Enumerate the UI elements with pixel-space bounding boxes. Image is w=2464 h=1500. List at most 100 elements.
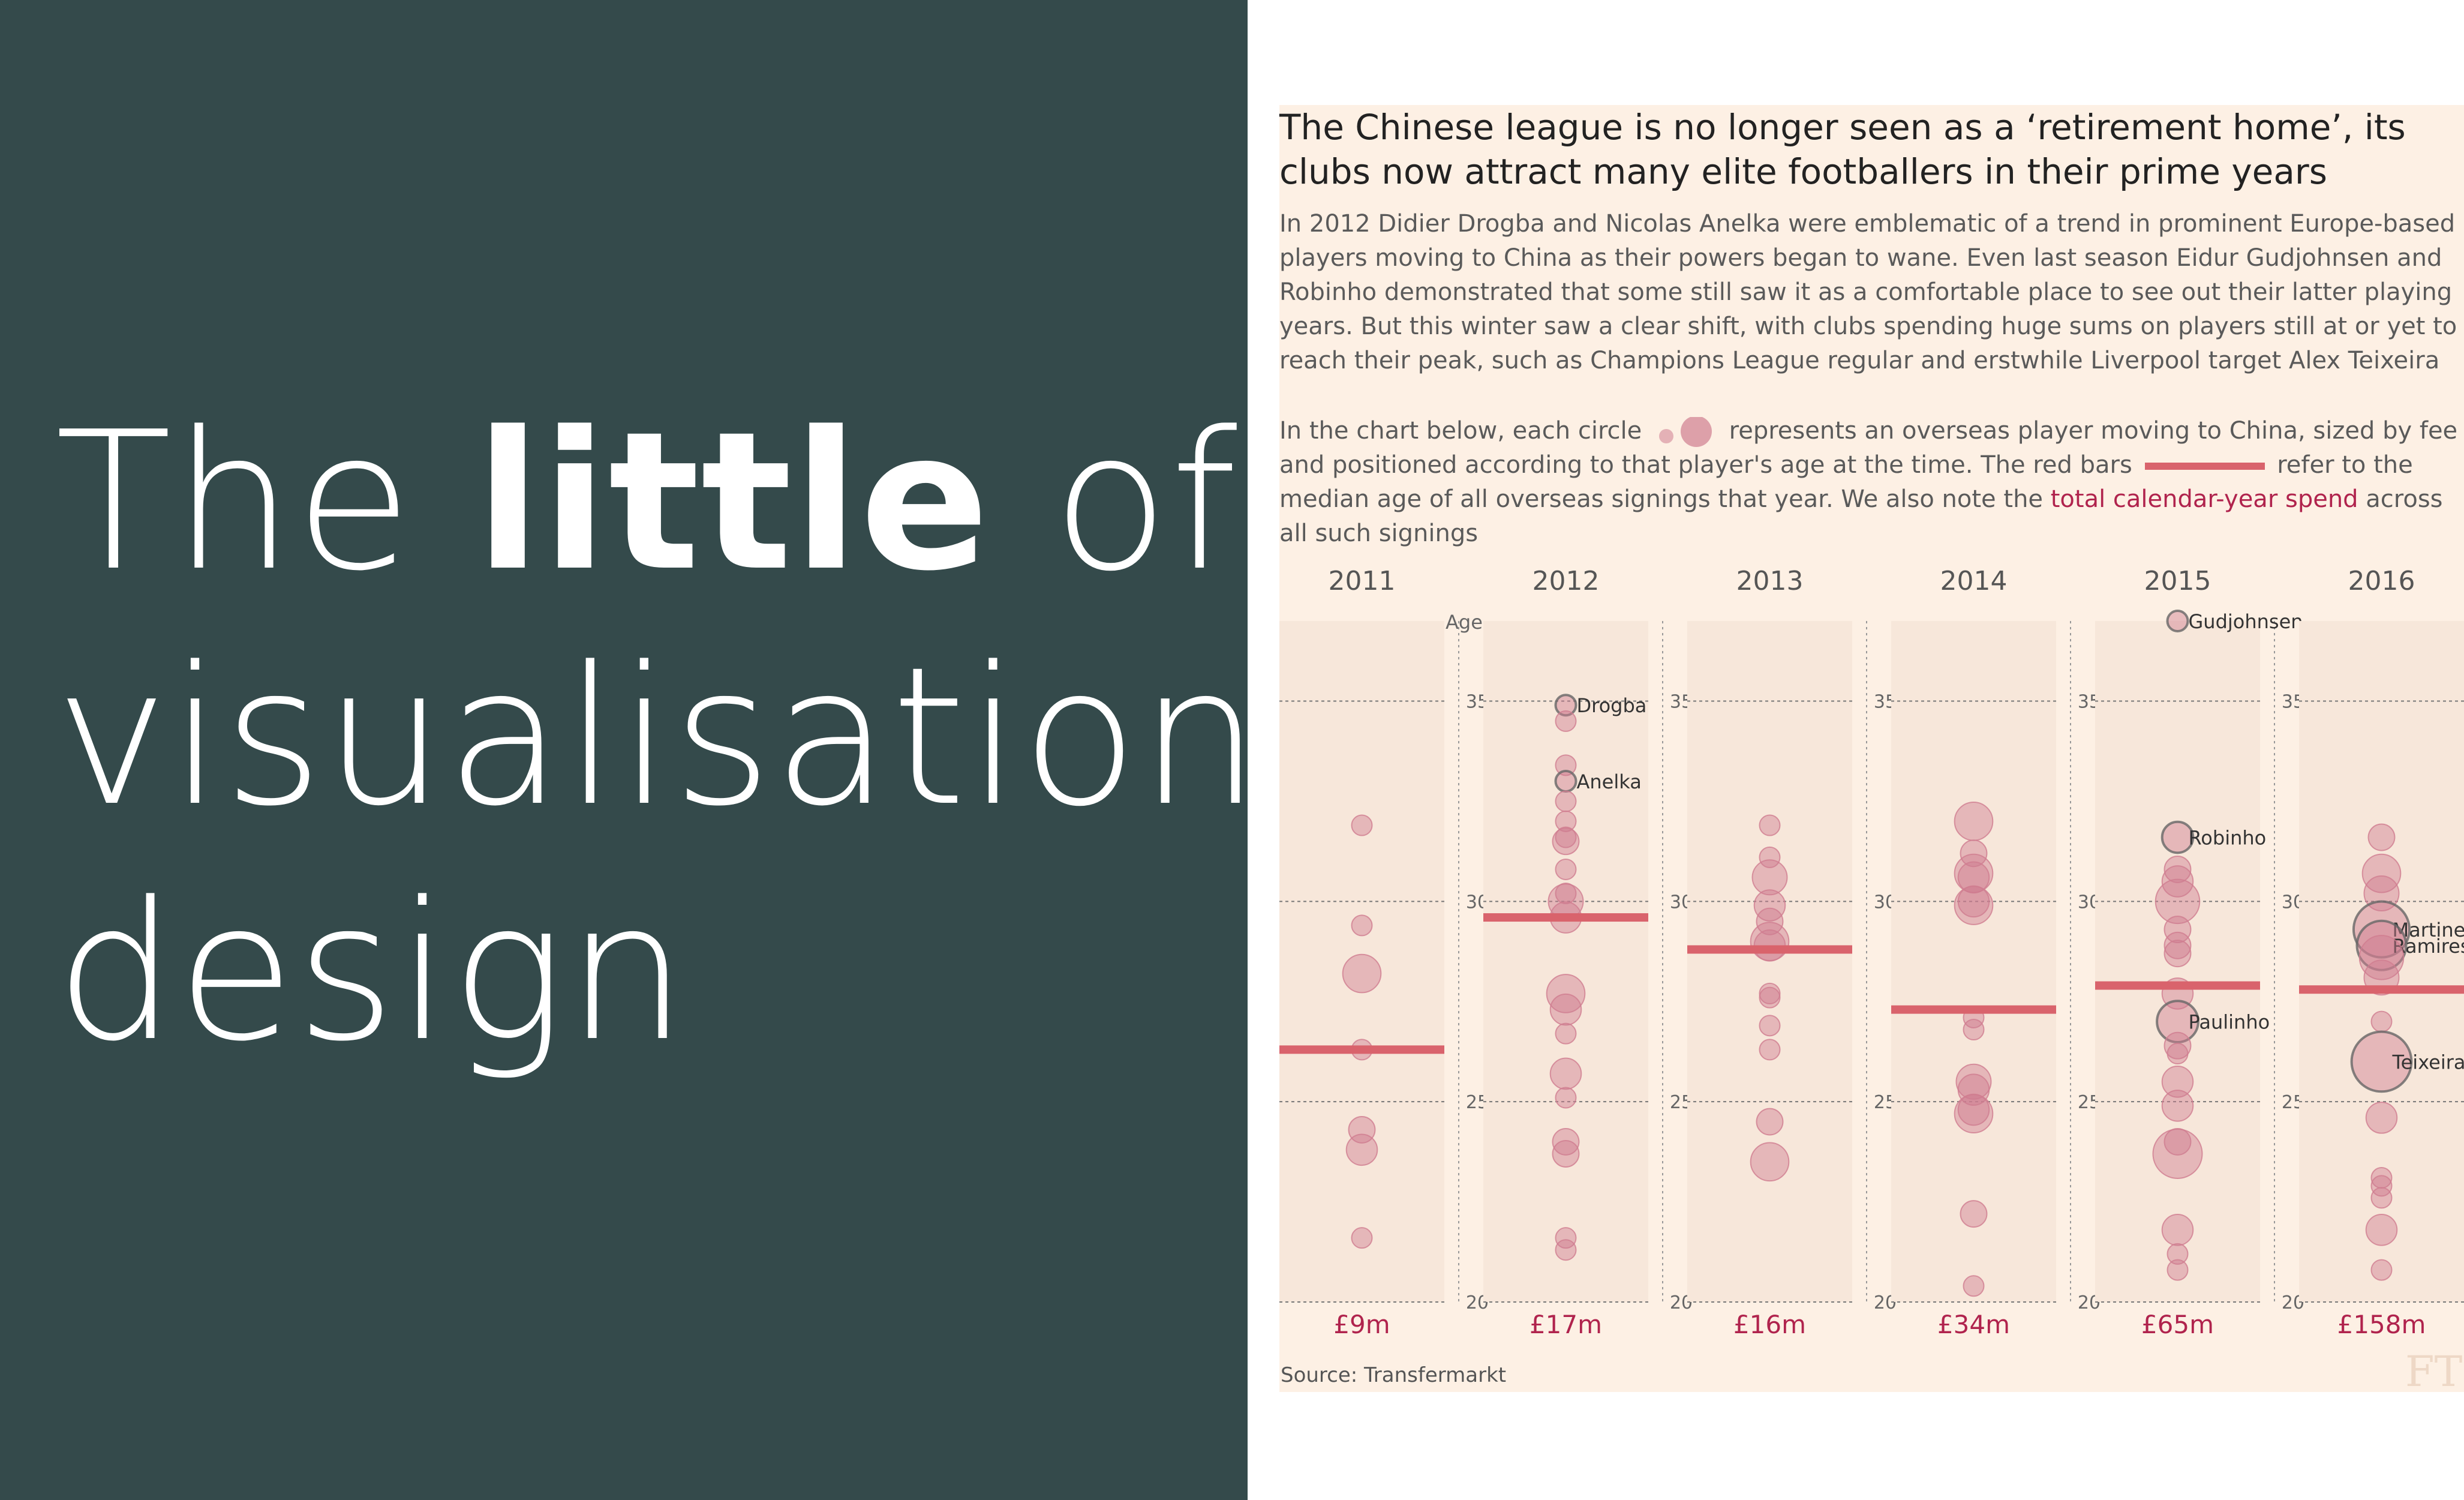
player-bubble — [1759, 1039, 1781, 1061]
player-bubble — [1555, 790, 1577, 812]
panel-background — [1279, 621, 1444, 1302]
median-age-bar — [1279, 1045, 1444, 1054]
player-bubble — [2365, 1214, 2398, 1246]
year-label: 2015 — [2144, 566, 2211, 596]
player-bubble — [1555, 858, 1577, 880]
player-bubble — [2161, 1066, 2194, 1098]
median-age-bar — [1891, 1005, 2056, 1014]
player-bubble — [2161, 865, 2194, 898]
player-bubble — [1759, 986, 1781, 1009]
figure-panel: The Chinese league is no longer seen as … — [1248, 0, 2464, 1500]
player-bubble — [2156, 1000, 2199, 1044]
panel-background — [2095, 621, 2260, 1302]
player-bubble — [2352, 900, 2411, 959]
panel-background — [1891, 621, 2056, 1302]
figure-title: The Chinese league is no longer seen as … — [1279, 107, 2406, 192]
spend-label: £34m — [1937, 1310, 2010, 1339]
player-bubble — [1555, 1022, 1577, 1045]
player-bubble — [1554, 694, 1577, 717]
player-bubble — [2355, 919, 2408, 971]
player-bubble — [2370, 1259, 2393, 1281]
player-bubble — [1555, 754, 1577, 776]
player-bubble — [1342, 953, 1382, 994]
player-bubble — [2161, 1214, 2194, 1246]
player-bubble — [1549, 993, 1582, 1026]
player-bubble — [1759, 814, 1781, 836]
legend-text-b: represents an overseas player moving to … — [1279, 417, 2458, 479]
year-label: 2011 — [1329, 566, 1396, 596]
player-label: Teixeira — [2392, 1051, 2464, 1073]
figure-card — [1279, 105, 2464, 1392]
y-axis-label: Age — [1446, 611, 1483, 634]
player-bubble — [1555, 1227, 1577, 1249]
player-bubble — [1555, 810, 1577, 832]
player-bubble — [1750, 1142, 1790, 1182]
headline-bold-word: little — [475, 391, 991, 613]
figure-legend-text: In the chart below, each circle represen… — [1279, 414, 2464, 551]
year-label: 2016 — [2348, 566, 2415, 596]
player-bubble — [2367, 823, 2396, 851]
player-bubble — [2163, 855, 2192, 883]
player-label: Drogba — [1577, 694, 1647, 717]
player-bubble — [2166, 1243, 2189, 1265]
player-bubble — [1351, 814, 1373, 836]
player-bubble — [2166, 610, 2189, 632]
player-bubble — [1759, 1015, 1781, 1037]
player-bubble — [2163, 940, 2192, 968]
player-bubble — [1957, 861, 1990, 894]
player-bubble — [1753, 889, 1786, 922]
player-bubble — [2163, 916, 2192, 944]
headline-line-3: design — [55, 861, 689, 1083]
player-bubble — [1963, 1019, 1985, 1040]
player-bubble — [1351, 914, 1373, 937]
player-bubble — [2358, 935, 2405, 980]
player-bubble — [2163, 1031, 2192, 1060]
median-age-bar — [2299, 985, 2464, 994]
legend-text-c: refer to the median age of all overseas … — [1279, 451, 2413, 513]
player-bubble — [2350, 1030, 2413, 1093]
player-bubble — [2161, 1090, 2194, 1122]
age-bubble-chart: 201120253035£9m201220253035DrogbaAnelka£… — [1279, 566, 2464, 1339]
player-bubble — [1552, 1140, 1580, 1168]
player-bubble — [1555, 883, 1577, 904]
headline-text-2: of — [990, 391, 1239, 613]
player-bubble — [1954, 1094, 1994, 1134]
legend-circles-icon — [1658, 417, 1712, 447]
player-bubble — [2166, 1259, 2189, 1281]
legend-spend-link: total calendar-year spend — [2050, 485, 2358, 513]
player-label: Robinho — [2189, 827, 2267, 850]
headline-line-2: visualisation — [55, 626, 1262, 848]
player-bubble — [1555, 1087, 1577, 1109]
player-bubble — [1751, 859, 1788, 896]
panel-background — [1483, 621, 1648, 1302]
player-bubble — [1957, 1073, 1990, 1106]
player-bubble — [1552, 827, 1580, 856]
player-bubble — [1955, 1063, 1992, 1100]
year-label: 2014 — [1940, 566, 2008, 596]
player-bubble — [2361, 853, 2402, 893]
spend-label: £16m — [1733, 1310, 1806, 1339]
player-bubble — [2370, 1010, 2393, 1033]
median-age-bar — [1687, 945, 1852, 954]
player-bubble — [2155, 878, 2201, 925]
player-bubble — [1555, 826, 1577, 848]
player-bubble — [1351, 1227, 1373, 1249]
player-label: Anelka — [1577, 770, 1642, 793]
player-bubble — [1960, 839, 1988, 868]
player-bubble — [1554, 770, 1577, 793]
player-bubble — [1759, 846, 1781, 868]
headline-text-1: The — [55, 391, 476, 613]
player-bubble — [2365, 1102, 2398, 1134]
player-bubble — [1963, 1275, 1985, 1297]
player-label: Ramires — [2393, 935, 2464, 958]
player-bubble — [2163, 931, 2192, 959]
player-bubble — [1960, 1200, 1988, 1228]
player-label: Paulinho — [2189, 1011, 2270, 1034]
player-bubble — [1555, 1239, 1577, 1261]
title-panel: The little of visualisation design — [0, 0, 1248, 1500]
player-bubble — [1756, 1108, 1784, 1136]
ft-logo: FT — [2405, 1347, 2463, 1396]
player-bubble — [1555, 710, 1577, 732]
median-age-bar — [2095, 981, 2260, 990]
player-bubble — [1345, 1133, 1378, 1166]
